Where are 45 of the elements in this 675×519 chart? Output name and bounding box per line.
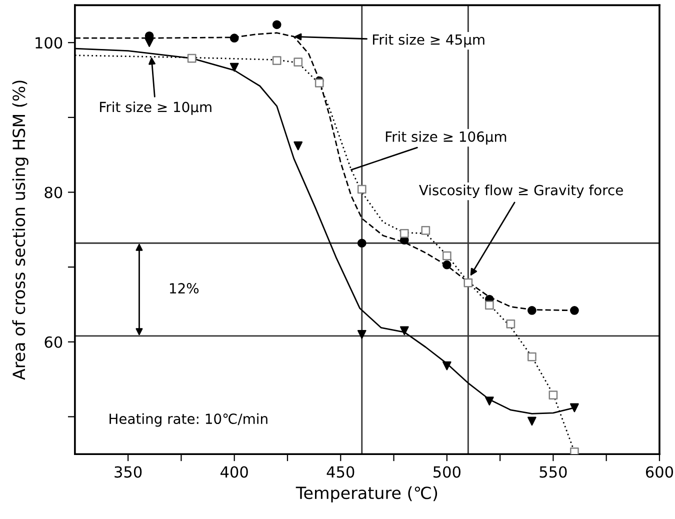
point bbox=[506, 320, 516, 328]
point bbox=[272, 20, 282, 30]
y-tick-label: 80 bbox=[44, 186, 62, 198]
point bbox=[294, 58, 303, 66]
point bbox=[570, 306, 579, 315]
point bbox=[357, 184, 366, 194]
point bbox=[528, 352, 536, 362]
point bbox=[548, 390, 558, 400]
point bbox=[570, 447, 579, 454]
point bbox=[464, 278, 473, 288]
x-tick-label: 350 bbox=[114, 466, 142, 478]
x-tick-label: 450 bbox=[326, 466, 354, 478]
annotation: Frit size ≥ 45μm bbox=[373, 34, 484, 48]
point bbox=[421, 226, 430, 235]
point bbox=[442, 251, 452, 260]
point bbox=[357, 330, 366, 339]
annotation: Viscosity flow ≥ Gravity force bbox=[419, 184, 623, 198]
x-axis-title: Temperature (℃) bbox=[296, 486, 438, 502]
annotation: Heating rate: 10℃/min bbox=[110, 413, 268, 427]
annotation: Frit size ≥ 10μm bbox=[100, 101, 212, 115]
point bbox=[484, 396, 494, 406]
annotation: Frit size ≥ 106μm bbox=[386, 131, 506, 145]
point bbox=[442, 260, 452, 270]
y-tick-label: 100 bbox=[36, 37, 62, 49]
point bbox=[528, 306, 536, 315]
point bbox=[314, 78, 324, 88]
point bbox=[357, 238, 366, 248]
y-tick-label: 60 bbox=[44, 336, 62, 348]
point bbox=[230, 34, 239, 43]
point bbox=[272, 56, 282, 65]
x-tick-label: 550 bbox=[540, 466, 567, 478]
point bbox=[442, 361, 452, 370]
x-tick-label: 400 bbox=[220, 466, 248, 478]
point bbox=[400, 228, 409, 238]
point bbox=[187, 54, 196, 63]
x-tick-label: 600 bbox=[646, 466, 674, 478]
x-tick-label: 500 bbox=[434, 466, 460, 478]
y-axis-title: Area of cross section using HSM (%) bbox=[12, 80, 28, 380]
annotation: 12% bbox=[170, 283, 199, 294]
point bbox=[484, 300, 494, 310]
point bbox=[230, 62, 239, 72]
point bbox=[528, 416, 536, 426]
point bbox=[570, 403, 579, 412]
point bbox=[294, 141, 303, 150]
point bbox=[400, 326, 409, 336]
